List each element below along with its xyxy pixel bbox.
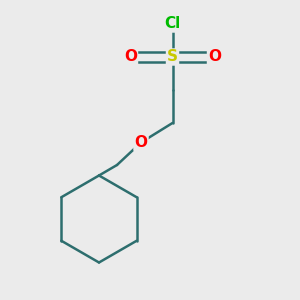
Text: Cl: Cl: [164, 16, 181, 32]
Text: O: O: [134, 135, 148, 150]
Text: O: O: [208, 50, 221, 64]
Text: S: S: [167, 50, 178, 64]
Text: O: O: [124, 50, 137, 64]
